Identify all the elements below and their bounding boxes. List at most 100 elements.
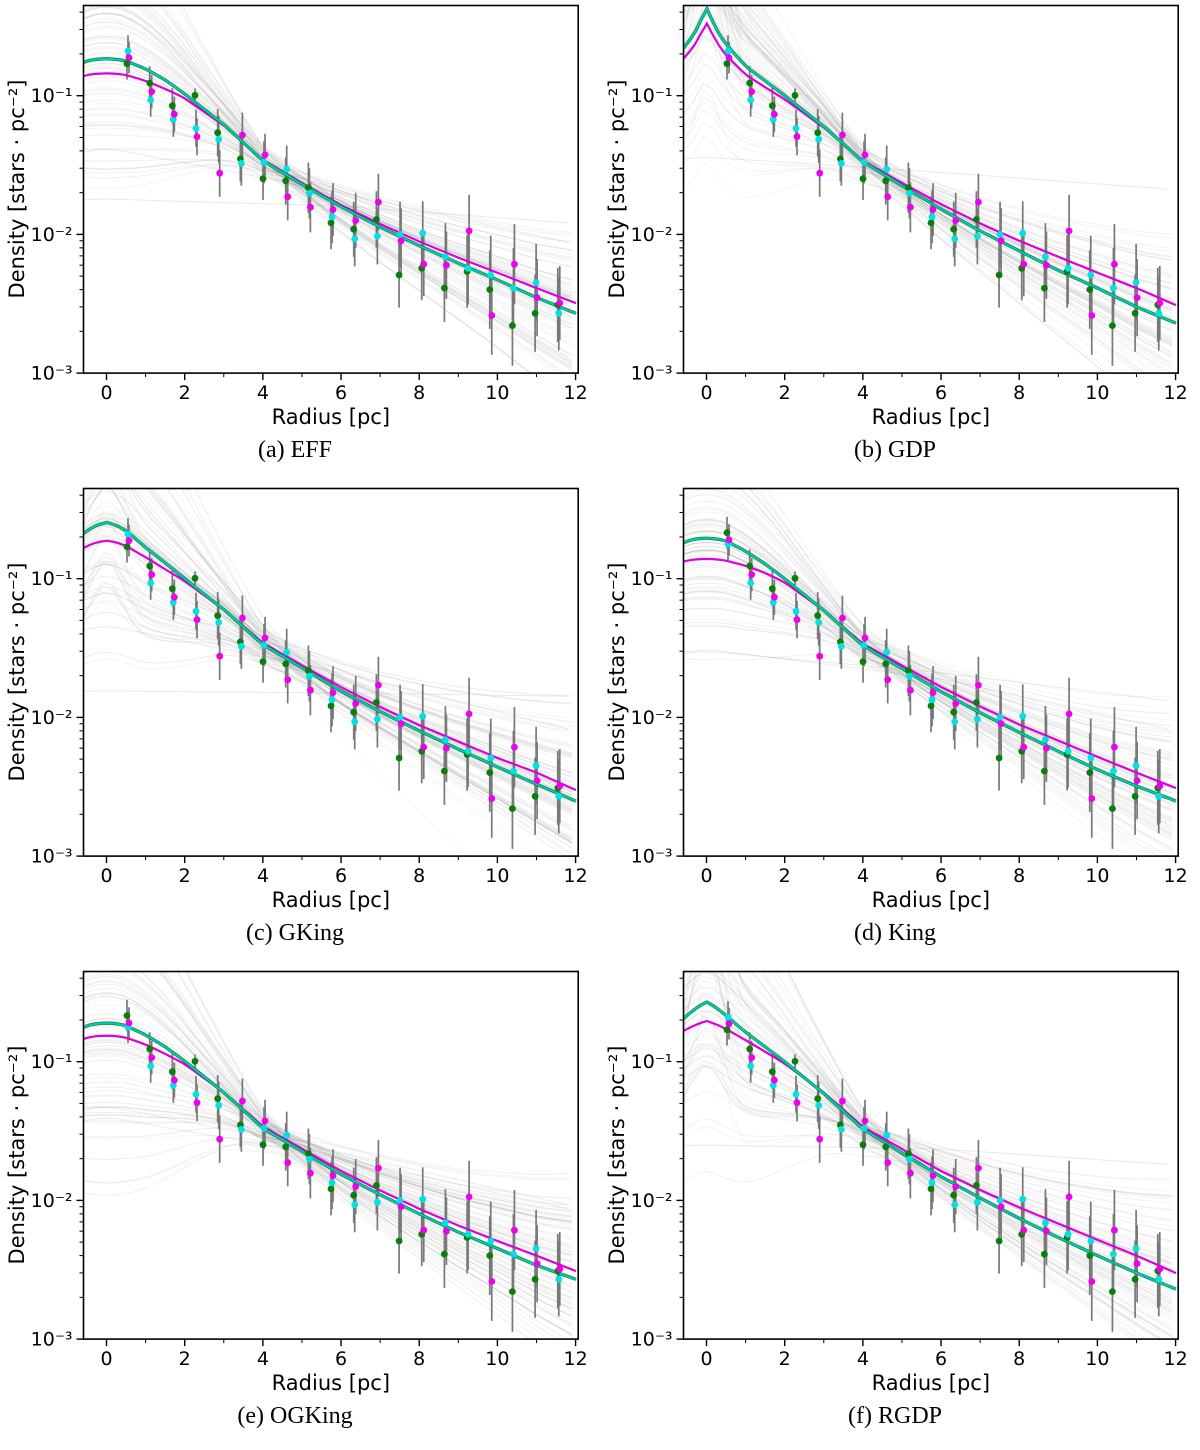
median-curves: [683, 536, 1177, 803]
y-tick-label: 10⁻¹: [31, 85, 73, 107]
plot-f-rgdp: 0 2 4 6 8 10 12 10⁻¹ 10⁻² 10⁻³ Radius [pc] Density …: [605, 970, 1188, 1395]
axes: 0 2 4 6 8 10 12 10⁻¹ 10⁻² 10⁻³ Radius [pc] Density …: [605, 487, 1188, 912]
median-curves: [83, 57, 577, 315]
x-tick-label: 4: [257, 382, 269, 404]
y-axis-label: Density [stars · pc⁻²]: [5, 1046, 29, 1265]
magenta-curve: [683, 21, 1177, 307]
caption-d: (d) King: [854, 920, 936, 946]
x-tick-label: 4: [857, 865, 869, 887]
x-tick-label: 8: [1013, 382, 1025, 404]
data-points-cyan: [124, 1023, 563, 1283]
magenta-curve: [683, 1019, 1177, 1275]
median-curves: [683, 1000, 1177, 1291]
cyan-curve: [83, 1022, 577, 1281]
x-tick-label: 0: [700, 865, 712, 887]
y-tick-label: 10⁻³: [31, 363, 73, 385]
y-axis-label: Density [stars · pc⁻²]: [5, 80, 29, 299]
x-axis-label: Radius [pc]: [872, 1371, 990, 1395]
x-tick-label: 0: [700, 1348, 712, 1370]
posterior-samples: [83, 5, 573, 374]
x-tick-label: 4: [257, 1348, 269, 1370]
data-points-green: [723, 60, 1162, 329]
panel-c-gking: 0 2 4 6 8 10 12 10⁻¹ 10⁻² 10⁻³ Radius [pc] Density …: [0, 483, 600, 966]
data-points-green: [123, 1012, 562, 1295]
x-axis-label: Radius [pc]: [272, 1371, 390, 1395]
y-axis-label: Density [stars · pc⁻²]: [605, 1046, 629, 1265]
data-points-magenta: [725, 536, 1164, 802]
y-tick-label: 10⁻²: [31, 224, 73, 246]
plot-frame: [82, 4, 580, 374]
axes: 0 2 4 6 8 10 12 10⁻¹ 10⁻² 10⁻³ Radius [pc] Density …: [5, 970, 588, 1395]
caption-a: (a) EFF: [258, 437, 332, 463]
plot-frame: [82, 970, 580, 1340]
caption-b: (b) GDP: [854, 437, 936, 463]
x-tick-label: 10: [1085, 865, 1109, 887]
x-tick-label: 12: [1163, 1348, 1187, 1370]
magenta-curve: [83, 539, 577, 792]
x-axis-label: Radius [pc]: [272, 405, 390, 429]
x-tick-label: 12: [563, 382, 587, 404]
median-curves: [683, 5, 1177, 325]
x-tick-label: 12: [563, 865, 587, 887]
x-tick-label: 12: [1163, 865, 1187, 887]
caption-c: (c) GKing: [246, 920, 344, 946]
axes: 0 2 4 6 8 10 12 10⁻¹ 10⁻² 10⁻³ Radius [pc] Density …: [605, 970, 1188, 1395]
median-curves: [83, 520, 577, 803]
data-points-magenta: [125, 54, 564, 319]
x-tick-label: 6: [335, 382, 347, 404]
x-tick-label: 0: [100, 382, 112, 404]
x-tick-label: 2: [179, 865, 191, 887]
y-axis-label: Density [stars · pc⁻²]: [5, 563, 29, 782]
cyan-curve: [83, 57, 577, 315]
x-tick-label: 0: [100, 865, 112, 887]
x-tick-label: 12: [1163, 382, 1187, 404]
y-axis-label: Density [stars · pc⁻²]: [605, 563, 629, 782]
plot-frame: [682, 970, 1180, 1340]
plot-b-gdp: 0 2 4 6 8 10 12 10⁻¹ 10⁻² 10⁻³ Radius [pc] Density …: [605, 4, 1188, 429]
y-tick-label: 10⁻¹: [631, 85, 673, 107]
x-tick-label: 2: [779, 1348, 791, 1370]
axes: 0 2 4 6 8 10 12 10⁻¹ 10⁻² 10⁻³ Radius [pc] Density …: [5, 4, 588, 429]
y-tick-label: 10⁻²: [31, 1190, 73, 1212]
plot-a-eff: 0 2 4 6 8 10 12 10⁻¹ 10⁻² 10⁻³ Radius [pc] Density …: [5, 4, 588, 429]
panel-b-gdp: 0 2 4 6 8 10 12 10⁻¹ 10⁻² 10⁻³ Radius [pc] Density …: [600, 0, 1200, 483]
x-tick-label: 8: [1013, 1348, 1025, 1370]
x-tick-label: 0: [100, 1348, 112, 1370]
panel-d-king: 0 2 4 6 8 10 12 10⁻¹ 10⁻² 10⁻³ Radius [pc] Density …: [600, 483, 1200, 966]
x-tick-label: 12: [563, 1348, 587, 1370]
data-points-green: [723, 529, 1162, 812]
cyan-curve: [83, 521, 577, 803]
x-axis-label: Radius [pc]: [872, 888, 990, 912]
y-tick-label: 10⁻¹: [631, 1051, 673, 1073]
posterior-samples: [683, 971, 1173, 1340]
magenta-curve: [83, 1034, 577, 1273]
axes: 0 2 4 6 8 10 12 10⁻¹ 10⁻² 10⁻³ Radius [pc] Density …: [605, 4, 1188, 429]
plot-e-ogking: 0 2 4 6 8 10 12 10⁻¹ 10⁻² 10⁻³ Radius [pc] Density …: [5, 970, 588, 1395]
plot-frame: [82, 487, 580, 857]
x-tick-label: 8: [413, 382, 425, 404]
x-tick-label: 10: [1085, 382, 1109, 404]
x-tick-label: 4: [857, 382, 869, 404]
posterior-samples: [683, 5, 1173, 374]
x-tick-label: 4: [857, 1348, 869, 1370]
x-tick-label: 10: [1085, 1348, 1109, 1370]
plot-frame: [682, 4, 1180, 374]
data-points-cyan: [724, 47, 1163, 317]
panel-f-rgdp: 0 2 4 6 8 10 12 10⁻¹ 10⁻² 10⁻³ Radius [pc] Density …: [600, 966, 1200, 1449]
x-tick-label: 8: [413, 865, 425, 887]
cyan-curve: [683, 537, 1177, 803]
x-tick-label: 10: [485, 382, 509, 404]
data-points-green: [723, 1026, 1162, 1295]
y-tick-label: 10⁻³: [631, 846, 673, 868]
data-points-magenta: [725, 1020, 1164, 1285]
cyan-curve: [683, 1000, 1177, 1291]
x-tick-label: 6: [335, 865, 347, 887]
y-tick-label: 10⁻¹: [631, 568, 673, 590]
caption-e: (e) OGKing: [237, 1403, 353, 1429]
plot-c-gking: 0 2 4 6 8 10 12 10⁻¹ 10⁻² 10⁻³ Radius [pc] Density …: [5, 487, 588, 912]
x-tick-label: 2: [179, 1348, 191, 1370]
caption-f: (f) RGDP: [848, 1403, 942, 1429]
x-tick-label: 6: [935, 1348, 947, 1370]
x-tick-label: 10: [485, 1348, 509, 1370]
